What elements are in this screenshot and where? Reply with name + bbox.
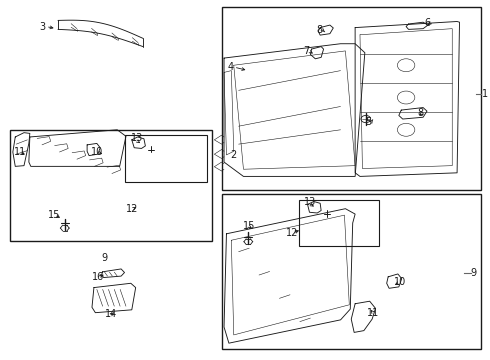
Text: 4: 4 (227, 62, 234, 72)
Bar (124, 135, 207, 182)
Text: 10: 10 (91, 147, 103, 157)
Text: 7: 7 (303, 46, 309, 56)
Text: 12: 12 (286, 228, 298, 238)
Text: 3: 3 (40, 22, 46, 32)
Text: 5: 5 (365, 117, 371, 127)
Text: 12: 12 (126, 204, 138, 215)
Text: 1: 1 (482, 89, 489, 99)
Text: 14: 14 (105, 310, 117, 319)
Text: 9: 9 (471, 267, 477, 278)
Text: 10: 10 (394, 277, 406, 287)
Text: 8: 8 (417, 108, 423, 118)
Text: 6: 6 (424, 18, 430, 28)
Bar (221, 194, 481, 348)
Text: 16: 16 (92, 272, 104, 282)
Text: 11: 11 (14, 147, 26, 157)
Text: 11: 11 (368, 309, 380, 318)
Text: 8: 8 (316, 25, 322, 35)
Text: 13: 13 (304, 197, 317, 207)
Text: 13: 13 (131, 133, 143, 143)
Text: 15: 15 (49, 210, 61, 220)
Text: 9: 9 (102, 253, 108, 263)
Bar (10, 130, 212, 241)
Bar (299, 200, 379, 246)
Text: 15: 15 (243, 221, 255, 231)
Bar (221, 7, 481, 190)
Text: 2: 2 (230, 150, 236, 160)
